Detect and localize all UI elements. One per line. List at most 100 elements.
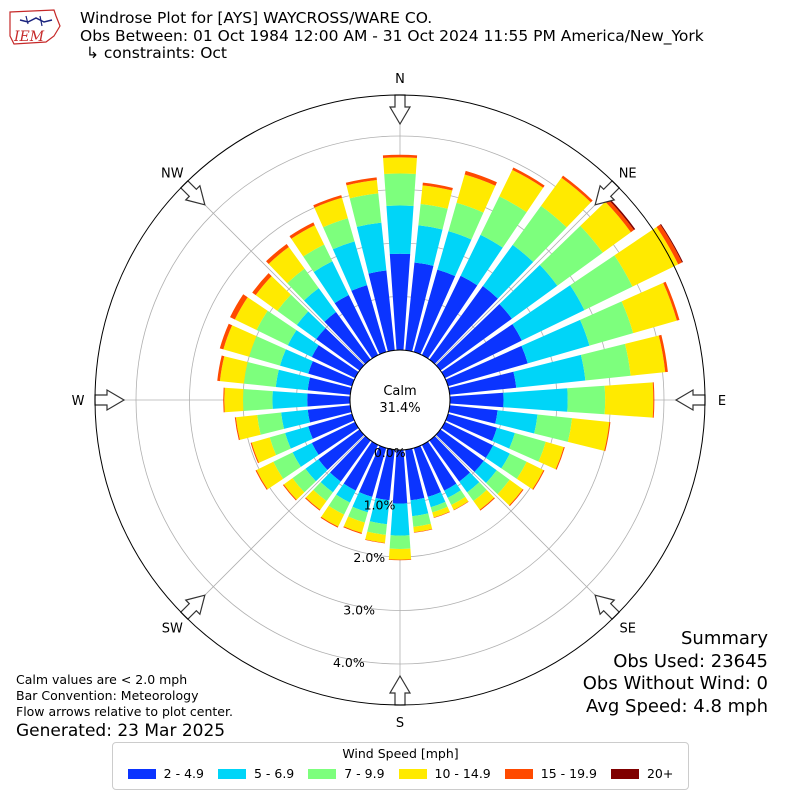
legend-label: 2 - 4.9 — [163, 766, 204, 781]
direction-arrow-icon — [94, 388, 126, 412]
legend-item: 7 - 9.9 — [308, 766, 385, 781]
legend-label: 10 - 14.9 — [434, 766, 491, 781]
windrose-bar-segment — [230, 294, 248, 320]
windrose-bar-segment — [509, 432, 546, 462]
legend-label: 15 - 19.9 — [540, 766, 597, 781]
windrose-bar-segment — [292, 468, 316, 493]
legend-item: 20+ — [610, 766, 674, 781]
summary-obs-used: Obs Used: 23645 — [613, 650, 768, 672]
windrose-bar-segment — [652, 382, 655, 418]
summary-title: Summary — [681, 628, 768, 649]
windrose-bar-segment — [412, 513, 431, 527]
windrose-bar-segment — [512, 167, 545, 188]
ring-label: 0.0% — [374, 445, 406, 460]
windrose-bar-segment — [328, 494, 350, 515]
windrose-bar-segment — [313, 261, 349, 304]
direction-arrow-icon — [594, 594, 621, 621]
direction-label: NE — [619, 166, 637, 181]
windrose-bar-segment — [453, 501, 469, 511]
windrose-bar-segment — [311, 421, 359, 455]
windrose-bar-segment — [351, 285, 387, 355]
note-convention: Bar Convention: Meteorology — [16, 688, 199, 703]
windrose-bar-segment — [388, 559, 412, 561]
windrose-bar-segment — [346, 180, 379, 199]
windrose-bar-segment — [383, 157, 417, 175]
windrose-bar-segment — [467, 482, 487, 502]
calm-value: 31.4% — [379, 401, 420, 416]
windrose-bar-segment — [534, 414, 573, 442]
windrose-bar-segment — [604, 422, 611, 452]
iem-logo-graphic: IEM — [9, 9, 61, 45]
windrose-bar-segment — [375, 448, 395, 501]
windrose-bar-segment — [451, 496, 469, 510]
windrose-bar-segment — [459, 472, 480, 493]
windrose-bar-segment — [449, 392, 504, 408]
windrose-bar-segment — [413, 445, 442, 497]
ring-label: 1.0% — [364, 498, 396, 513]
windrose-bar-segment — [308, 413, 355, 439]
legend-items: 2 - 4.9 5 - 6.9 7 - 9.9 10 - 14.9 15 - 1… — [113, 766, 688, 781]
windrose-bar-segment — [390, 503, 410, 536]
windrose-bar-segment — [289, 222, 315, 239]
windrose-bar-segment — [305, 489, 327, 510]
windrose-bar-segment — [243, 389, 273, 411]
direction-arrow-icon — [388, 674, 412, 706]
windrose-bar-segment — [485, 470, 510, 495]
windrose-bar-segment — [320, 472, 341, 493]
windrose-bar-segment — [658, 334, 668, 373]
windrose-bar-segment — [311, 345, 359, 379]
windrose-bar-segment — [251, 437, 277, 463]
windrose-bar-segment — [224, 387, 244, 413]
windrose-bar-segment — [448, 371, 517, 395]
footer-notes: Calm values are < 2.0 mph Bar Convention… — [16, 672, 233, 742]
windrose-bar-segment — [349, 193, 382, 227]
windrose-bar-segment — [663, 281, 680, 321]
direction-label: S — [396, 716, 404, 731]
windrose-bar-segment — [441, 324, 522, 379]
legend-swatch — [127, 768, 156, 779]
windrose-bar-segment — [332, 241, 368, 291]
windrose-bars — [217, 154, 683, 561]
direction-label: SE — [619, 622, 635, 637]
windrose-bar-segment — [444, 483, 461, 498]
windrose-bar-segment — [433, 511, 450, 519]
legend-item: 10 - 14.9 — [398, 766, 491, 781]
summary-avg-speed: Avg Speed: 4.8 mph — [586, 695, 768, 717]
windrose-bar-segment — [313, 195, 342, 208]
windrose-bar-segment — [445, 413, 497, 442]
windrose-bar-segment — [273, 452, 301, 479]
windrose-bar-segment — [492, 427, 515, 449]
windrose-bar-segment — [243, 362, 279, 387]
legend-item: 15 - 19.9 — [504, 766, 597, 781]
windrose-bar-segment — [305, 459, 328, 482]
windrose-bar-segment — [277, 294, 309, 326]
windrose-bar-segment — [448, 202, 484, 240]
windrose-bar-segment — [421, 441, 457, 491]
windrose-bar-segment — [567, 418, 610, 451]
windrose-bar-segment — [389, 253, 411, 351]
ring-labels: 0.0% 1.0% 2.0% 3.0% 4.0% — [333, 445, 406, 670]
windrose-bar-segment — [521, 319, 590, 364]
windrose-bar-segment — [320, 516, 339, 528]
windrose-bar-segment — [460, 234, 503, 286]
windrose-bar-segment — [223, 387, 225, 413]
windrose-bar-segment — [307, 377, 352, 395]
windrose-bar-segment — [464, 170, 497, 186]
legend-label: 20+ — [646, 766, 674, 781]
legend-label: 7 - 9.9 — [344, 766, 385, 781]
direction-label: E — [718, 394, 726, 409]
windrose-bar-segment — [441, 421, 494, 458]
windrose-bar-segment — [307, 393, 351, 407]
windrose-bar-segment — [382, 154, 418, 158]
windrose-bar-segment — [604, 382, 654, 418]
direction-arrow-icon — [179, 594, 206, 621]
windrose-bar-segment — [282, 484, 297, 501]
logo-text: IEM — [13, 29, 45, 45]
windrose-bar-segment — [495, 410, 538, 434]
windrose-bar-segment — [255, 469, 268, 490]
windrose-bar-segment — [429, 435, 471, 482]
windrose-bar-segment — [384, 173, 416, 207]
windrose-bar-segment — [656, 224, 683, 265]
windrose-bar-segment — [413, 528, 433, 533]
direction-label: W — [72, 394, 85, 409]
